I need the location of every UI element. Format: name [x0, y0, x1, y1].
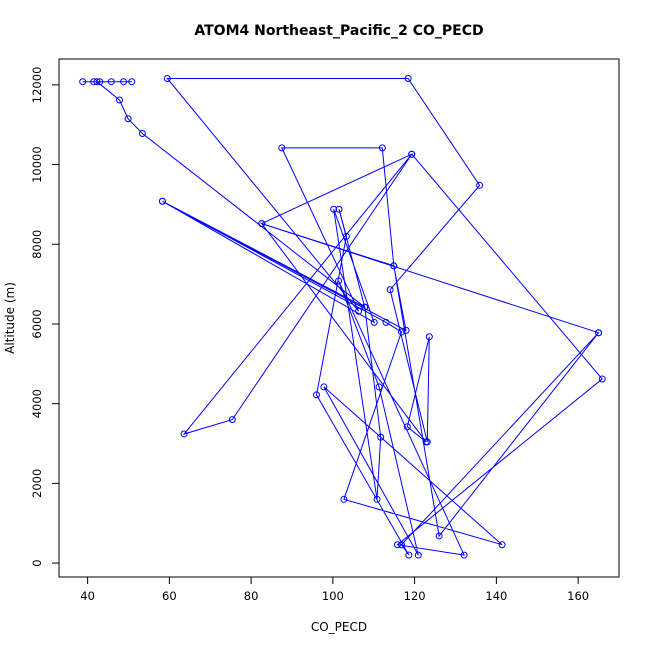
data-point [128, 78, 136, 86]
data-point [335, 277, 343, 285]
y-tick-label: 2000 [30, 469, 44, 498]
y-axis-label: Altitude (m) [3, 282, 17, 354]
data-point [278, 144, 286, 152]
data-point [115, 96, 123, 104]
data-point [398, 541, 406, 549]
x-tick-label: 160 [567, 589, 589, 603]
series-line [82, 78, 603, 556]
data-point [476, 181, 484, 189]
data-point [124, 115, 132, 123]
data-point [258, 220, 266, 228]
data-point [96, 78, 104, 86]
x-tick-label: 120 [404, 589, 426, 603]
data-point [373, 495, 381, 503]
data-point [423, 438, 431, 446]
data-point [342, 232, 350, 240]
data-point [425, 333, 433, 341]
data-point [138, 130, 146, 138]
data-point [393, 541, 401, 549]
x-axis: 40 60 80 100 120 140 160 [80, 577, 589, 603]
data-point [595, 329, 603, 337]
y-tick-label: 0 [30, 559, 44, 566]
data-point [79, 78, 87, 86]
x-tick-label: 140 [485, 589, 507, 603]
data-point [340, 495, 348, 503]
data-point [355, 307, 363, 315]
data-point [120, 78, 128, 86]
data-point [180, 430, 188, 438]
data-point [377, 433, 385, 441]
data-point [335, 205, 343, 213]
data-point [398, 328, 406, 336]
y-tick-label: 4000 [30, 389, 44, 418]
data-point [361, 303, 369, 311]
y-tick-label: 12000 [30, 67, 44, 104]
data-point [378, 144, 386, 152]
chart-title: ATOM4 Northeast_Pacific_2 CO_PECD [194, 23, 483, 39]
x-tick-label: 60 [162, 589, 177, 603]
data-point [228, 416, 236, 424]
data-point [405, 551, 413, 559]
y-axis: 0 2000 4000 6000 8000 10000 12000 [30, 67, 59, 567]
data-point [330, 205, 338, 213]
data-point [598, 375, 606, 383]
data-point [386, 286, 394, 294]
x-tick-label: 80 [244, 589, 259, 603]
data-point [403, 423, 411, 431]
data-point [163, 75, 171, 83]
data-point [404, 75, 412, 83]
data-point [313, 391, 321, 399]
x-axis-label: CO_PECD [311, 620, 367, 634]
data-point [370, 318, 378, 326]
y-tick-label: 8000 [30, 230, 44, 259]
data-point [93, 78, 101, 86]
plot-frame [58, 58, 620, 578]
data-point [107, 78, 115, 86]
data-point [414, 551, 422, 559]
data-point [408, 150, 416, 158]
x-tick-label: 40 [80, 589, 95, 603]
data-point [158, 197, 166, 205]
series-group [79, 75, 606, 559]
data-point [320, 383, 328, 391]
data-point [435, 532, 443, 540]
y-tick-label: 10000 [30, 146, 44, 183]
data-point [460, 551, 468, 559]
y-tick-label: 6000 [30, 309, 44, 338]
data-point [390, 262, 398, 270]
data-point [382, 318, 390, 326]
data-point [402, 326, 410, 334]
data-point [375, 383, 383, 391]
x-tick-label: 100 [322, 589, 344, 603]
data-point [498, 541, 506, 549]
